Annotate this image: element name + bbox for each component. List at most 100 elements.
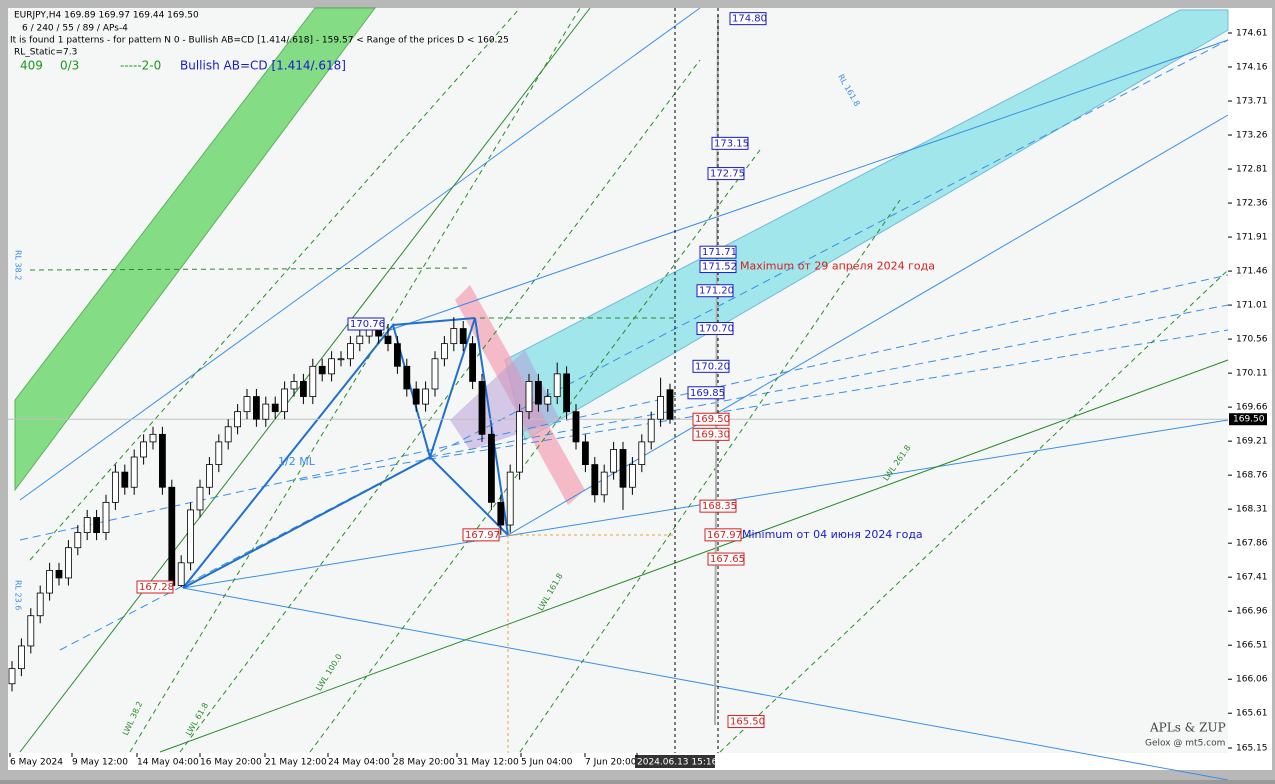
- candle-body: [74, 532, 82, 549]
- level-label: 170.76: [350, 319, 385, 330]
- candle-body: [450, 328, 458, 345]
- x-tick-label: 31 May 12:00: [457, 758, 519, 768]
- level-box: [696, 322, 734, 336]
- candle-body: [619, 449, 627, 488]
- candle-body: [516, 411, 523, 473]
- y-tick-label: 172.36: [1236, 199, 1268, 209]
- level-label: 171.20: [699, 286, 734, 297]
- level-label: 173.15: [714, 138, 749, 149]
- y-tick-label: 169.66: [1236, 403, 1268, 413]
- count: 409: [20, 59, 43, 73]
- candle-body: [582, 441, 589, 465]
- y-tick-label: 166.96: [1236, 607, 1268, 617]
- candle-body: [46, 569, 53, 594]
- level-box: [136, 580, 174, 594]
- level-box: [692, 412, 730, 426]
- candle-body: [328, 358, 336, 375]
- candle-body: [93, 517, 100, 533]
- watermark-author: Gelox @ mt5.com: [1145, 739, 1225, 749]
- candle-body: [55, 569, 63, 579]
- pattern-name: Bullish AB=CD [1.414/.618]: [180, 59, 346, 73]
- static-line: RL_Static=7.3: [14, 48, 77, 58]
- candle-body: [215, 441, 223, 465]
- level-label: 169.85: [690, 388, 725, 399]
- x-tick-label: 24 May 04:00: [328, 758, 390, 768]
- price-axis: [1228, 8, 1272, 753]
- level-label: 174.80: [732, 14, 767, 25]
- level-label: 170.70: [699, 324, 734, 335]
- annotation: Maximum от 29 апреля 2024 года: [740, 260, 935, 273]
- level-label: 167.28: [139, 582, 174, 593]
- candle-body: [262, 403, 270, 420]
- candle-body: [553, 373, 561, 397]
- candle-body: [666, 389, 674, 420]
- level-box: [704, 528, 742, 542]
- ratio: 0/3: [60, 59, 79, 73]
- candle-body: [205, 464, 213, 488]
- level-label: 169.50: [695, 414, 730, 425]
- y-tick-label: 165.61: [1236, 709, 1268, 719]
- candle-body: [83, 517, 91, 533]
- candle-body: [469, 343, 477, 382]
- x-tick-label: 16 May 20:00: [200, 758, 262, 768]
- level-box: [692, 427, 730, 441]
- candle-body: [506, 471, 514, 526]
- candle-body: [525, 381, 533, 413]
- level-label: 165.50: [730, 717, 765, 728]
- candle-body: [281, 388, 289, 413]
- candle-body: [309, 365, 317, 397]
- candle-body: [299, 381, 307, 397]
- candle-body: [187, 509, 195, 564]
- candle-body: [563, 373, 570, 413]
- candle-body: [318, 365, 326, 375]
- candle-body: [130, 456, 138, 488]
- candle-body: [290, 381, 298, 390]
- level-label: 171.71: [702, 247, 737, 258]
- y-tick-label: 167.41: [1236, 573, 1268, 583]
- candle-body: [572, 411, 580, 443]
- candle-body: [487, 433, 495, 503]
- candle-body: [384, 335, 392, 345]
- level-label: 167.97: [465, 530, 500, 541]
- y-tick-label: 170.56: [1236, 335, 1268, 345]
- y-tick-label: 173.71: [1236, 97, 1268, 107]
- zigzag: -----2-0: [120, 59, 161, 73]
- y-tick-label: 168.31: [1236, 505, 1268, 515]
- level-label: 170.20: [695, 361, 730, 372]
- level-box: [699, 499, 737, 513]
- params-line: 6 / 240 / 55 / 89 / APs-4: [22, 24, 128, 34]
- level-label: 167.97: [707, 530, 742, 541]
- decorations: [14, 7, 1229, 781]
- candle-body: [252, 396, 260, 420]
- pattern-line: It is found 1 patterns - for pattern N 0…: [10, 36, 509, 46]
- candle-body: [168, 486, 176, 586]
- candle-body: [535, 381, 542, 405]
- candle-body: [412, 388, 420, 405]
- candle-body: [459, 328, 467, 345]
- candle-body: [478, 381, 486, 435]
- x-tick-label: 28 May 20:00: [393, 758, 455, 768]
- level-box: [727, 715, 765, 729]
- candle-body: [36, 592, 44, 617]
- level-box: [347, 317, 385, 331]
- symbol-line: EURJPY,H4 169.89 169.97 169.44 169.50: [14, 11, 199, 21]
- y-tick-label: 169.21: [1236, 437, 1268, 447]
- current-price-label: 169.50: [1233, 415, 1265, 425]
- candle-body: [234, 411, 242, 428]
- y-tick-label: 166.06: [1236, 675, 1268, 685]
- candle-body: [657, 396, 664, 420]
- candle-body: [591, 464, 599, 496]
- candle-body: [356, 335, 364, 345]
- x-tick-label: 21 May 12:00: [265, 758, 327, 768]
- candle-body: [27, 615, 35, 647]
- candle-body: [647, 418, 655, 443]
- level-box: [699, 260, 737, 274]
- level-box: [687, 386, 725, 400]
- candle-body: [346, 343, 354, 360]
- y-tick-label: 174.61: [1236, 29, 1268, 39]
- x-tick-label: 5 Jun 04:00: [521, 758, 573, 768]
- x-tick-label: 14 May 04:00: [137, 758, 199, 768]
- candle-body: [629, 464, 636, 488]
- candle-body: [440, 343, 448, 360]
- level-box: [711, 136, 749, 150]
